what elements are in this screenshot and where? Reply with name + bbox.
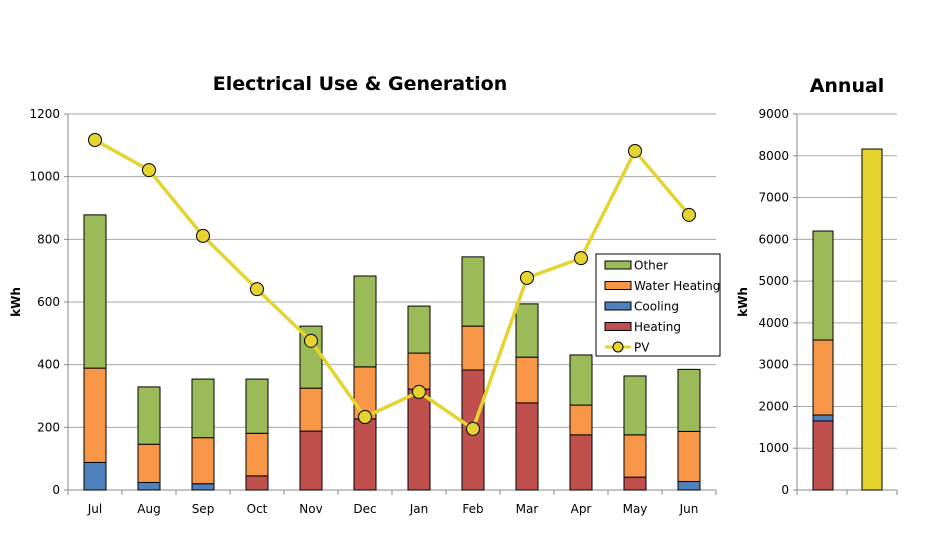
bar-water-heating (83, 367, 107, 463)
pv-point (412, 384, 426, 399)
x-tick-label: Nov (299, 502, 322, 516)
bar-heating (623, 476, 647, 491)
bar-cooling (83, 461, 107, 491)
legend-label: Cooling (634, 300, 679, 314)
annual-bar-cooling (812, 414, 834, 422)
y-tick-label: 400 (37, 358, 60, 372)
pv-point (682, 207, 696, 222)
y-tick-label: 800 (37, 232, 60, 246)
legend-marker (612, 341, 624, 353)
x-tick-label: Mar (516, 502, 539, 516)
bar-cooling (137, 481, 161, 491)
annual-chart-title: Annual (810, 75, 885, 97)
pv-point (466, 421, 480, 436)
bar-water-heating (137, 443, 161, 483)
bar-heating (299, 430, 323, 491)
bar-heating (569, 434, 593, 491)
bar-other (515, 303, 539, 358)
bar-water-heating (677, 430, 701, 483)
bar-other (407, 305, 431, 354)
bar-heating (515, 402, 539, 491)
pv-point (142, 163, 156, 178)
annual-y-axis-label: kWh (736, 287, 750, 317)
bar-other (137, 386, 161, 445)
bar-water-heating (245, 432, 269, 477)
y-tick-label: 9000 (758, 107, 789, 121)
x-tick-label: Jun (679, 502, 699, 516)
legend-label: Other (634, 259, 668, 273)
pv-line (94, 138, 691, 432)
bar-water-heating (299, 387, 323, 432)
pv-point (304, 333, 318, 348)
bar-other (83, 214, 107, 369)
x-tick-label: Aug (137, 502, 160, 516)
annual-bar-other (812, 230, 834, 341)
bar-heating (245, 475, 269, 491)
main-chart-title: Electrical Use & Generation (213, 73, 508, 95)
y-tick-label: 5000 (758, 274, 789, 288)
bar-other (245, 378, 269, 434)
x-tick-label: Oct (247, 502, 268, 516)
pv-point (574, 251, 588, 266)
pv-point (628, 143, 642, 158)
x-tick-label: Jan (409, 502, 429, 516)
bar-water-heating (191, 437, 215, 485)
bar-other (191, 378, 215, 439)
bar-other (623, 375, 647, 436)
y-tick-label: 2000 (758, 399, 789, 413)
bar-water-heating (515, 356, 539, 404)
pv-point (250, 282, 264, 297)
bar-cooling (191, 483, 215, 491)
bar-other (569, 354, 593, 406)
y-tick-label: 7000 (758, 191, 789, 205)
legend-swatch (604, 260, 632, 270)
y-tick-label: 0 (781, 483, 789, 497)
legend-label: PV (634, 341, 650, 355)
x-tick-label: Dec (353, 502, 376, 516)
legend-swatch (604, 301, 632, 311)
bar-other (353, 275, 377, 368)
y-tick-label: 200 (37, 420, 60, 434)
legend-swatch (604, 281, 632, 290)
x-tick-label: Jul (87, 502, 102, 516)
y-tick-label: 0 (52, 483, 60, 497)
pv-point (88, 133, 102, 148)
legend: Other Water Heating Cooling Heating PV (595, 253, 721, 357)
bar-heating (407, 388, 431, 491)
pv-point (196, 228, 210, 243)
bar-water-heating (623, 434, 647, 478)
bar-water-heating (461, 325, 485, 371)
main-y-axis-label: kWh (9, 287, 23, 317)
legend-label: Heating (634, 320, 681, 334)
pv-point (358, 409, 372, 424)
annual-bar-pv (861, 148, 883, 491)
annual-bar-water-heating (812, 339, 834, 416)
y-tick-label: 600 (37, 295, 60, 309)
annual-bar-heating (812, 420, 834, 491)
bar-water-heating (407, 352, 431, 390)
legend-label: Water Heating (634, 279, 720, 293)
x-tick-label: Sep (192, 502, 215, 516)
y-tick-label: 4000 (758, 316, 789, 330)
y-tick-label: 1200 (29, 107, 60, 121)
bar-other (461, 256, 485, 327)
pv-point (520, 270, 534, 285)
y-tick-label: 6000 (758, 232, 789, 246)
bar-cooling (677, 481, 701, 491)
bar-water-heating (569, 404, 593, 436)
x-tick-label: May (623, 502, 648, 516)
y-tick-label: 8000 (758, 149, 789, 163)
y-tick-label: 3000 (758, 358, 789, 372)
y-tick-label: 1000 (29, 170, 60, 184)
bar-other (677, 368, 701, 432)
x-tick-label: Feb (462, 502, 483, 516)
legend-swatch (604, 322, 632, 331)
bar-heating (353, 418, 377, 491)
x-tick-label: Apr (571, 502, 592, 516)
y-tick-label: 1000 (758, 441, 789, 455)
